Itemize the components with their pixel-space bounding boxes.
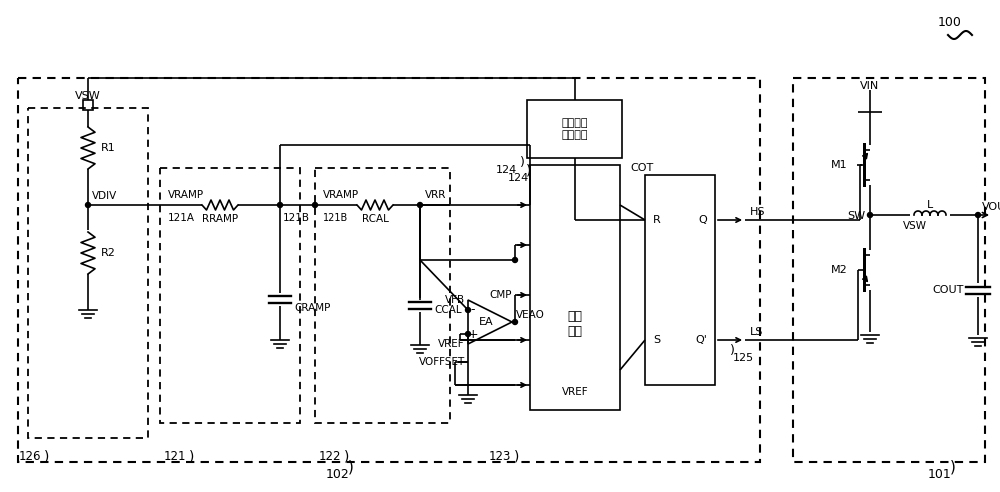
Text: VEAO: VEAO bbox=[516, 310, 545, 320]
Circle shape bbox=[278, 203, 283, 208]
Circle shape bbox=[976, 213, 980, 217]
Text: Q': Q' bbox=[695, 335, 707, 345]
Text: CMP: CMP bbox=[490, 290, 512, 300]
Circle shape bbox=[466, 308, 471, 312]
Circle shape bbox=[418, 203, 422, 208]
Text: VSW: VSW bbox=[903, 221, 927, 231]
Text: 比较
电路: 比较 电路 bbox=[568, 310, 582, 338]
Text: HS: HS bbox=[750, 207, 766, 217]
Text: CRAMP: CRAMP bbox=[294, 303, 330, 313]
Text: 121B: 121B bbox=[323, 213, 348, 223]
Text: R2: R2 bbox=[101, 248, 116, 258]
Circle shape bbox=[312, 203, 318, 208]
Bar bbox=[863, 143, 866, 187]
Text: +: + bbox=[468, 328, 478, 340]
Text: 121: 121 bbox=[164, 451, 186, 463]
Circle shape bbox=[512, 257, 518, 263]
Text: L: L bbox=[927, 200, 933, 210]
Bar bbox=[18, 78, 760, 462]
Text: VRR: VRR bbox=[425, 190, 446, 200]
Text: ): ) bbox=[520, 156, 525, 169]
Bar bbox=[863, 248, 866, 292]
Text: ): ) bbox=[950, 460, 956, 475]
Circle shape bbox=[512, 319, 518, 325]
Text: RRAMP: RRAMP bbox=[202, 214, 238, 224]
Bar bbox=[160, 168, 300, 423]
Text: 126: 126 bbox=[19, 451, 41, 463]
Text: 100: 100 bbox=[938, 16, 962, 29]
Text: LS: LS bbox=[750, 327, 763, 337]
Text: 122: 122 bbox=[319, 451, 341, 463]
Text: ): ) bbox=[526, 164, 531, 178]
Text: M2: M2 bbox=[831, 265, 848, 275]
Text: VOUT: VOUT bbox=[982, 202, 1000, 212]
Text: 121B: 121B bbox=[283, 213, 310, 223]
Text: VREF: VREF bbox=[438, 339, 465, 349]
Bar bbox=[645, 175, 715, 385]
Text: R: R bbox=[653, 215, 661, 225]
Text: -: - bbox=[471, 304, 475, 316]
Text: S: S bbox=[653, 335, 660, 345]
Text: 导通时间
产生电路: 导通时间 产生电路 bbox=[561, 118, 588, 140]
Text: ): ) bbox=[344, 449, 349, 463]
Text: COUT: COUT bbox=[933, 285, 964, 295]
Text: ): ) bbox=[44, 449, 49, 463]
Text: 123: 123 bbox=[489, 451, 511, 463]
Text: EA: EA bbox=[479, 317, 493, 327]
Text: ): ) bbox=[189, 449, 194, 463]
Bar bbox=[315, 168, 450, 423]
Text: 124: 124 bbox=[507, 173, 529, 183]
Text: ): ) bbox=[348, 460, 354, 475]
Text: ): ) bbox=[730, 344, 735, 357]
Text: VRAMP: VRAMP bbox=[168, 190, 204, 200]
Text: 121A: 121A bbox=[168, 213, 195, 223]
Bar bbox=[83, 100, 93, 110]
Text: RCAL: RCAL bbox=[362, 214, 388, 224]
Bar bbox=[28, 108, 148, 438]
Text: M1: M1 bbox=[831, 160, 848, 170]
Bar bbox=[793, 78, 985, 462]
Circle shape bbox=[466, 332, 471, 337]
Text: VRAMP: VRAMP bbox=[323, 190, 359, 200]
Bar bbox=[527, 100, 622, 158]
Text: CCAL: CCAL bbox=[434, 305, 462, 315]
Text: 102: 102 bbox=[326, 468, 350, 482]
Text: VREF: VREF bbox=[562, 387, 588, 397]
Circle shape bbox=[86, 203, 90, 208]
Text: Q: Q bbox=[698, 215, 707, 225]
Text: COT: COT bbox=[630, 163, 653, 173]
Circle shape bbox=[868, 213, 872, 217]
Text: VSW: VSW bbox=[75, 91, 101, 101]
Text: VFB: VFB bbox=[445, 295, 465, 305]
Text: 125: 125 bbox=[733, 353, 754, 363]
Text: SW: SW bbox=[847, 211, 865, 221]
Text: VOFFSET: VOFFSET bbox=[419, 357, 465, 367]
Text: 101: 101 bbox=[928, 468, 952, 482]
Text: VIN: VIN bbox=[860, 81, 880, 91]
Bar bbox=[530, 165, 620, 410]
Text: VDIV: VDIV bbox=[92, 191, 117, 201]
Text: 124: 124 bbox=[496, 165, 517, 175]
Text: R1: R1 bbox=[101, 143, 116, 153]
Text: ): ) bbox=[514, 449, 519, 463]
